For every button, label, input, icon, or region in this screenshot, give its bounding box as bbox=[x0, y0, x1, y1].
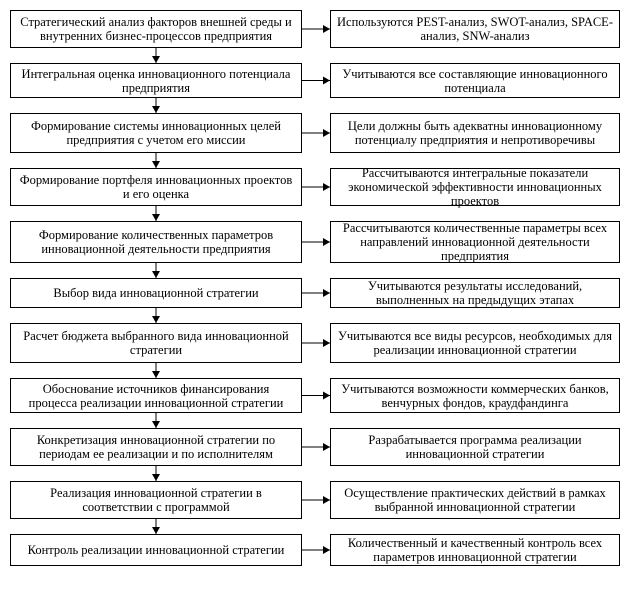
step-box-5: Формирование количественных параметров и… bbox=[10, 221, 302, 263]
note-box-4: Рассчитываются интегральные показатели э… bbox=[330, 168, 620, 206]
step-box-7: Расчет бюджета выбранного вида инновацио… bbox=[10, 323, 302, 363]
step-box-2: Интегральная оценка инновационного потен… bbox=[10, 63, 302, 98]
step-box-4: Формирование портфеля инновационных прое… bbox=[10, 168, 302, 206]
note-box-3: Цели должны быть адекватны инновационном… bbox=[330, 113, 620, 153]
step-box-11: Контроль реализации инновационной страте… bbox=[10, 534, 302, 566]
step-box-8: Обоснование источников финансирования пр… bbox=[10, 378, 302, 413]
step-box-3: Формирование системы инновационных целей… bbox=[10, 113, 302, 153]
step-box-1: Стратегический анализ факторов внешней с… bbox=[10, 10, 302, 48]
note-box-7: Учитываются все виды ресурсов, необходим… bbox=[330, 323, 620, 363]
step-box-10: Реализация инновационной стратегии в соо… bbox=[10, 481, 302, 519]
note-box-5: Рассчитываются количественные параметры … bbox=[330, 221, 620, 263]
note-box-6: Учитываются результаты исследований, вып… bbox=[330, 278, 620, 308]
note-box-9: Разрабатывается программа реализации инн… bbox=[330, 428, 620, 466]
note-box-10: Осуществление практических действий в ра… bbox=[330, 481, 620, 519]
step-box-6: Выбор вида инновационной стратегии bbox=[10, 278, 302, 308]
note-box-2: Учитываются все составляющие инновационн… bbox=[330, 63, 620, 98]
note-box-11: Количественный и качественный контроль в… bbox=[330, 534, 620, 566]
step-box-9: Конкретизация инновационной стратегии по… bbox=[10, 428, 302, 466]
note-box-8: Учитываются возможности коммерческих бан… bbox=[330, 378, 620, 413]
note-box-1: Используются PEST-анализ, SWOT-анализ, S… bbox=[330, 10, 620, 48]
flowchart-diagram: Стратегический анализ факторов внешней с… bbox=[8, 8, 623, 583]
